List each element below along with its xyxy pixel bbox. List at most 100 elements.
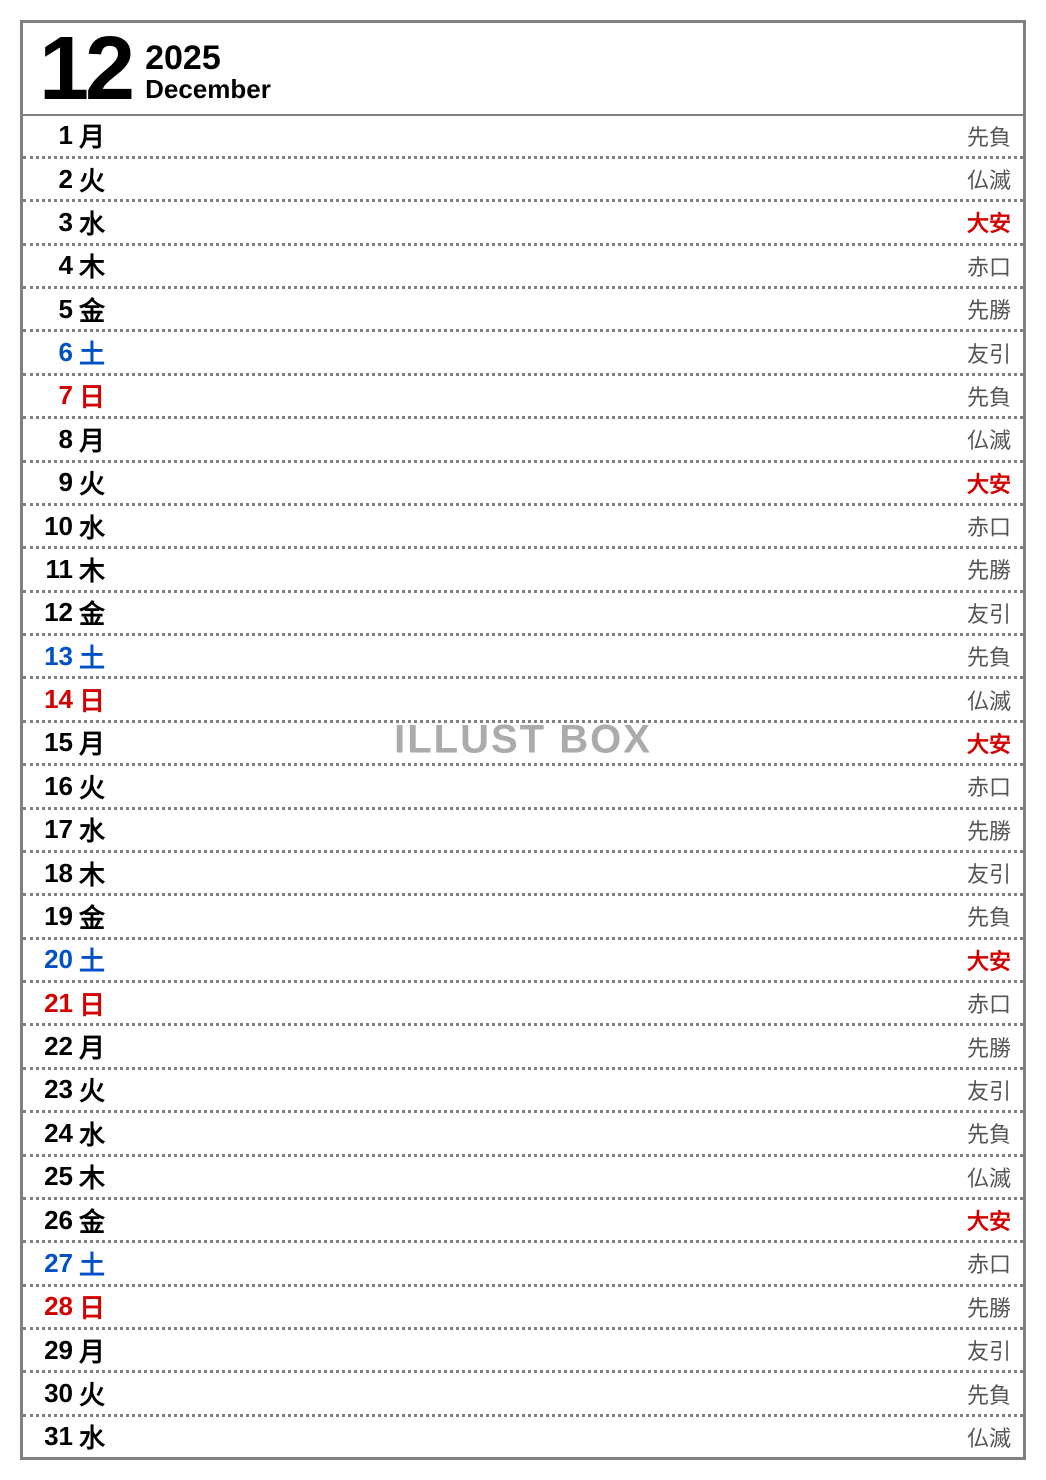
rokuyo-label: 先負: [967, 1117, 1011, 1149]
day-number: 17: [35, 814, 79, 845]
day-of-week: 水: [79, 1115, 115, 1152]
day-row: 17水 先勝: [23, 810, 1023, 853]
day-number: 20: [35, 944, 79, 975]
day-of-week: 水: [79, 1418, 115, 1455]
calendar-page: 12 2025 December 1月先負2火仏滅3水大安4木赤口5金先勝6土友…: [0, 0, 1046, 1480]
day-row: 9火 大安: [23, 463, 1023, 506]
day-row: 8月 仏滅: [23, 419, 1023, 462]
day-number: 4: [35, 250, 79, 281]
month-name: December: [145, 75, 271, 104]
day-of-week: 木: [79, 1158, 115, 1195]
day-row: 2火仏滅: [23, 159, 1023, 202]
day-number: 2: [35, 164, 79, 195]
rokuyo-label: 大安: [967, 727, 1011, 759]
day-row: 26金 大安: [23, 1200, 1023, 1243]
day-row: 19金 先負: [23, 896, 1023, 939]
rokuyo-label: 友引: [967, 597, 1011, 629]
rokuyo-label: 仏滅: [967, 1421, 1011, 1453]
day-row: 31水 仏滅: [23, 1417, 1023, 1457]
day-number: 16: [35, 771, 79, 802]
rokuyo-label: 先勝: [967, 814, 1011, 846]
day-row: 5金先勝: [23, 289, 1023, 332]
rokuyo-label: 先勝: [967, 293, 1011, 325]
day-of-week: 火: [79, 1071, 115, 1108]
day-row: 18木 友引: [23, 853, 1023, 896]
day-row: 23火友引: [23, 1070, 1023, 1113]
day-of-week: 月: [79, 117, 115, 154]
day-number: 19: [35, 901, 79, 932]
day-of-week: 土: [79, 1245, 115, 1282]
rokuyo-label: 仏滅: [967, 423, 1011, 455]
day-of-week: 金: [79, 1202, 115, 1239]
day-of-week: 火: [79, 161, 115, 198]
day-row: 25木仏滅: [23, 1157, 1023, 1200]
day-number: 8: [35, 424, 79, 455]
day-of-week: 月: [79, 724, 115, 761]
day-number: 26: [35, 1205, 79, 1236]
rokuyo-label: 先負: [967, 120, 1011, 152]
rokuyo-label: 先負: [967, 640, 1011, 672]
rokuyo-label: 赤口: [967, 987, 1011, 1019]
day-of-week: 日: [79, 985, 115, 1022]
day-row: 4木赤口: [23, 246, 1023, 289]
day-of-week: 日: [79, 377, 115, 414]
day-number: 3: [35, 207, 79, 238]
day-number: 9: [35, 467, 79, 498]
calendar-frame: 12 2025 December 1月先負2火仏滅3水大安4木赤口5金先勝6土友…: [20, 20, 1026, 1460]
rokuyo-label: 赤口: [967, 250, 1011, 282]
day-number: 21: [35, 988, 79, 1019]
day-number: 14: [35, 684, 79, 715]
day-of-week: 水: [79, 811, 115, 848]
day-of-week: 日: [79, 1288, 115, 1325]
day-of-week: 火: [79, 1375, 115, 1412]
calendar-header: 12 2025 December: [23, 23, 1023, 116]
day-row: 3水大安: [23, 202, 1023, 245]
day-of-week: 金: [79, 898, 115, 935]
rokuyo-label: 仏滅: [967, 1161, 1011, 1193]
day-of-week: 火: [79, 464, 115, 501]
day-number: 1: [35, 120, 79, 151]
rokuyo-label: 先勝: [967, 553, 1011, 585]
rokuyo-label: 大安: [967, 467, 1011, 499]
day-row: 20土 大安: [23, 940, 1023, 983]
days-list: 1月先負2火仏滅3水大安4木赤口5金先勝6土友引7日先負8月仏滅9火大安10水赤…: [23, 116, 1023, 1458]
rokuyo-label: 先負: [967, 1378, 1011, 1410]
day-of-week: 水: [79, 508, 115, 545]
rokuyo-label: 赤口: [967, 510, 1011, 542]
day-number: 13: [35, 641, 79, 672]
day-of-week: 土: [79, 638, 115, 675]
day-number: 27: [35, 1248, 79, 1279]
day-of-week: 月: [79, 1332, 115, 1369]
day-row: 16火赤口: [23, 766, 1023, 809]
rokuyo-label: 友引: [967, 1334, 1011, 1366]
day-number: 11: [35, 554, 79, 585]
rokuyo-label: 友引: [967, 337, 1011, 369]
day-of-week: 金: [79, 594, 115, 631]
rokuyo-label: 大安: [967, 1204, 1011, 1236]
day-row: 21日 赤口: [23, 983, 1023, 1026]
rokuyo-label: 大安: [967, 206, 1011, 238]
day-number: 23: [35, 1074, 79, 1105]
day-number: 30: [35, 1378, 79, 1409]
year-month-block: 2025 December: [145, 35, 271, 104]
day-row: 1月 先負: [23, 116, 1023, 159]
day-number: 18: [35, 858, 79, 889]
day-row: 12金友引: [23, 593, 1023, 636]
day-row: 10水 赤口: [23, 506, 1023, 549]
rokuyo-label: 赤口: [967, 770, 1011, 802]
day-row: 28日先勝: [23, 1287, 1023, 1330]
day-number: 5: [35, 294, 79, 325]
day-number: 31: [35, 1421, 79, 1452]
rokuyo-label: 仏滅: [967, 684, 1011, 716]
day-of-week: 土: [79, 941, 115, 978]
day-of-week: 土: [79, 334, 115, 371]
day-of-week: 月: [79, 1028, 115, 1065]
rokuyo-label: 先負: [967, 900, 1011, 932]
day-of-week: 木: [79, 551, 115, 588]
rokuyo-label: 大安: [967, 944, 1011, 976]
day-of-week: 月: [79, 421, 115, 458]
day-of-week: 木: [79, 855, 115, 892]
rokuyo-label: 友引: [967, 857, 1011, 889]
day-number: 10: [35, 511, 79, 542]
day-row: 27土赤口: [23, 1243, 1023, 1286]
